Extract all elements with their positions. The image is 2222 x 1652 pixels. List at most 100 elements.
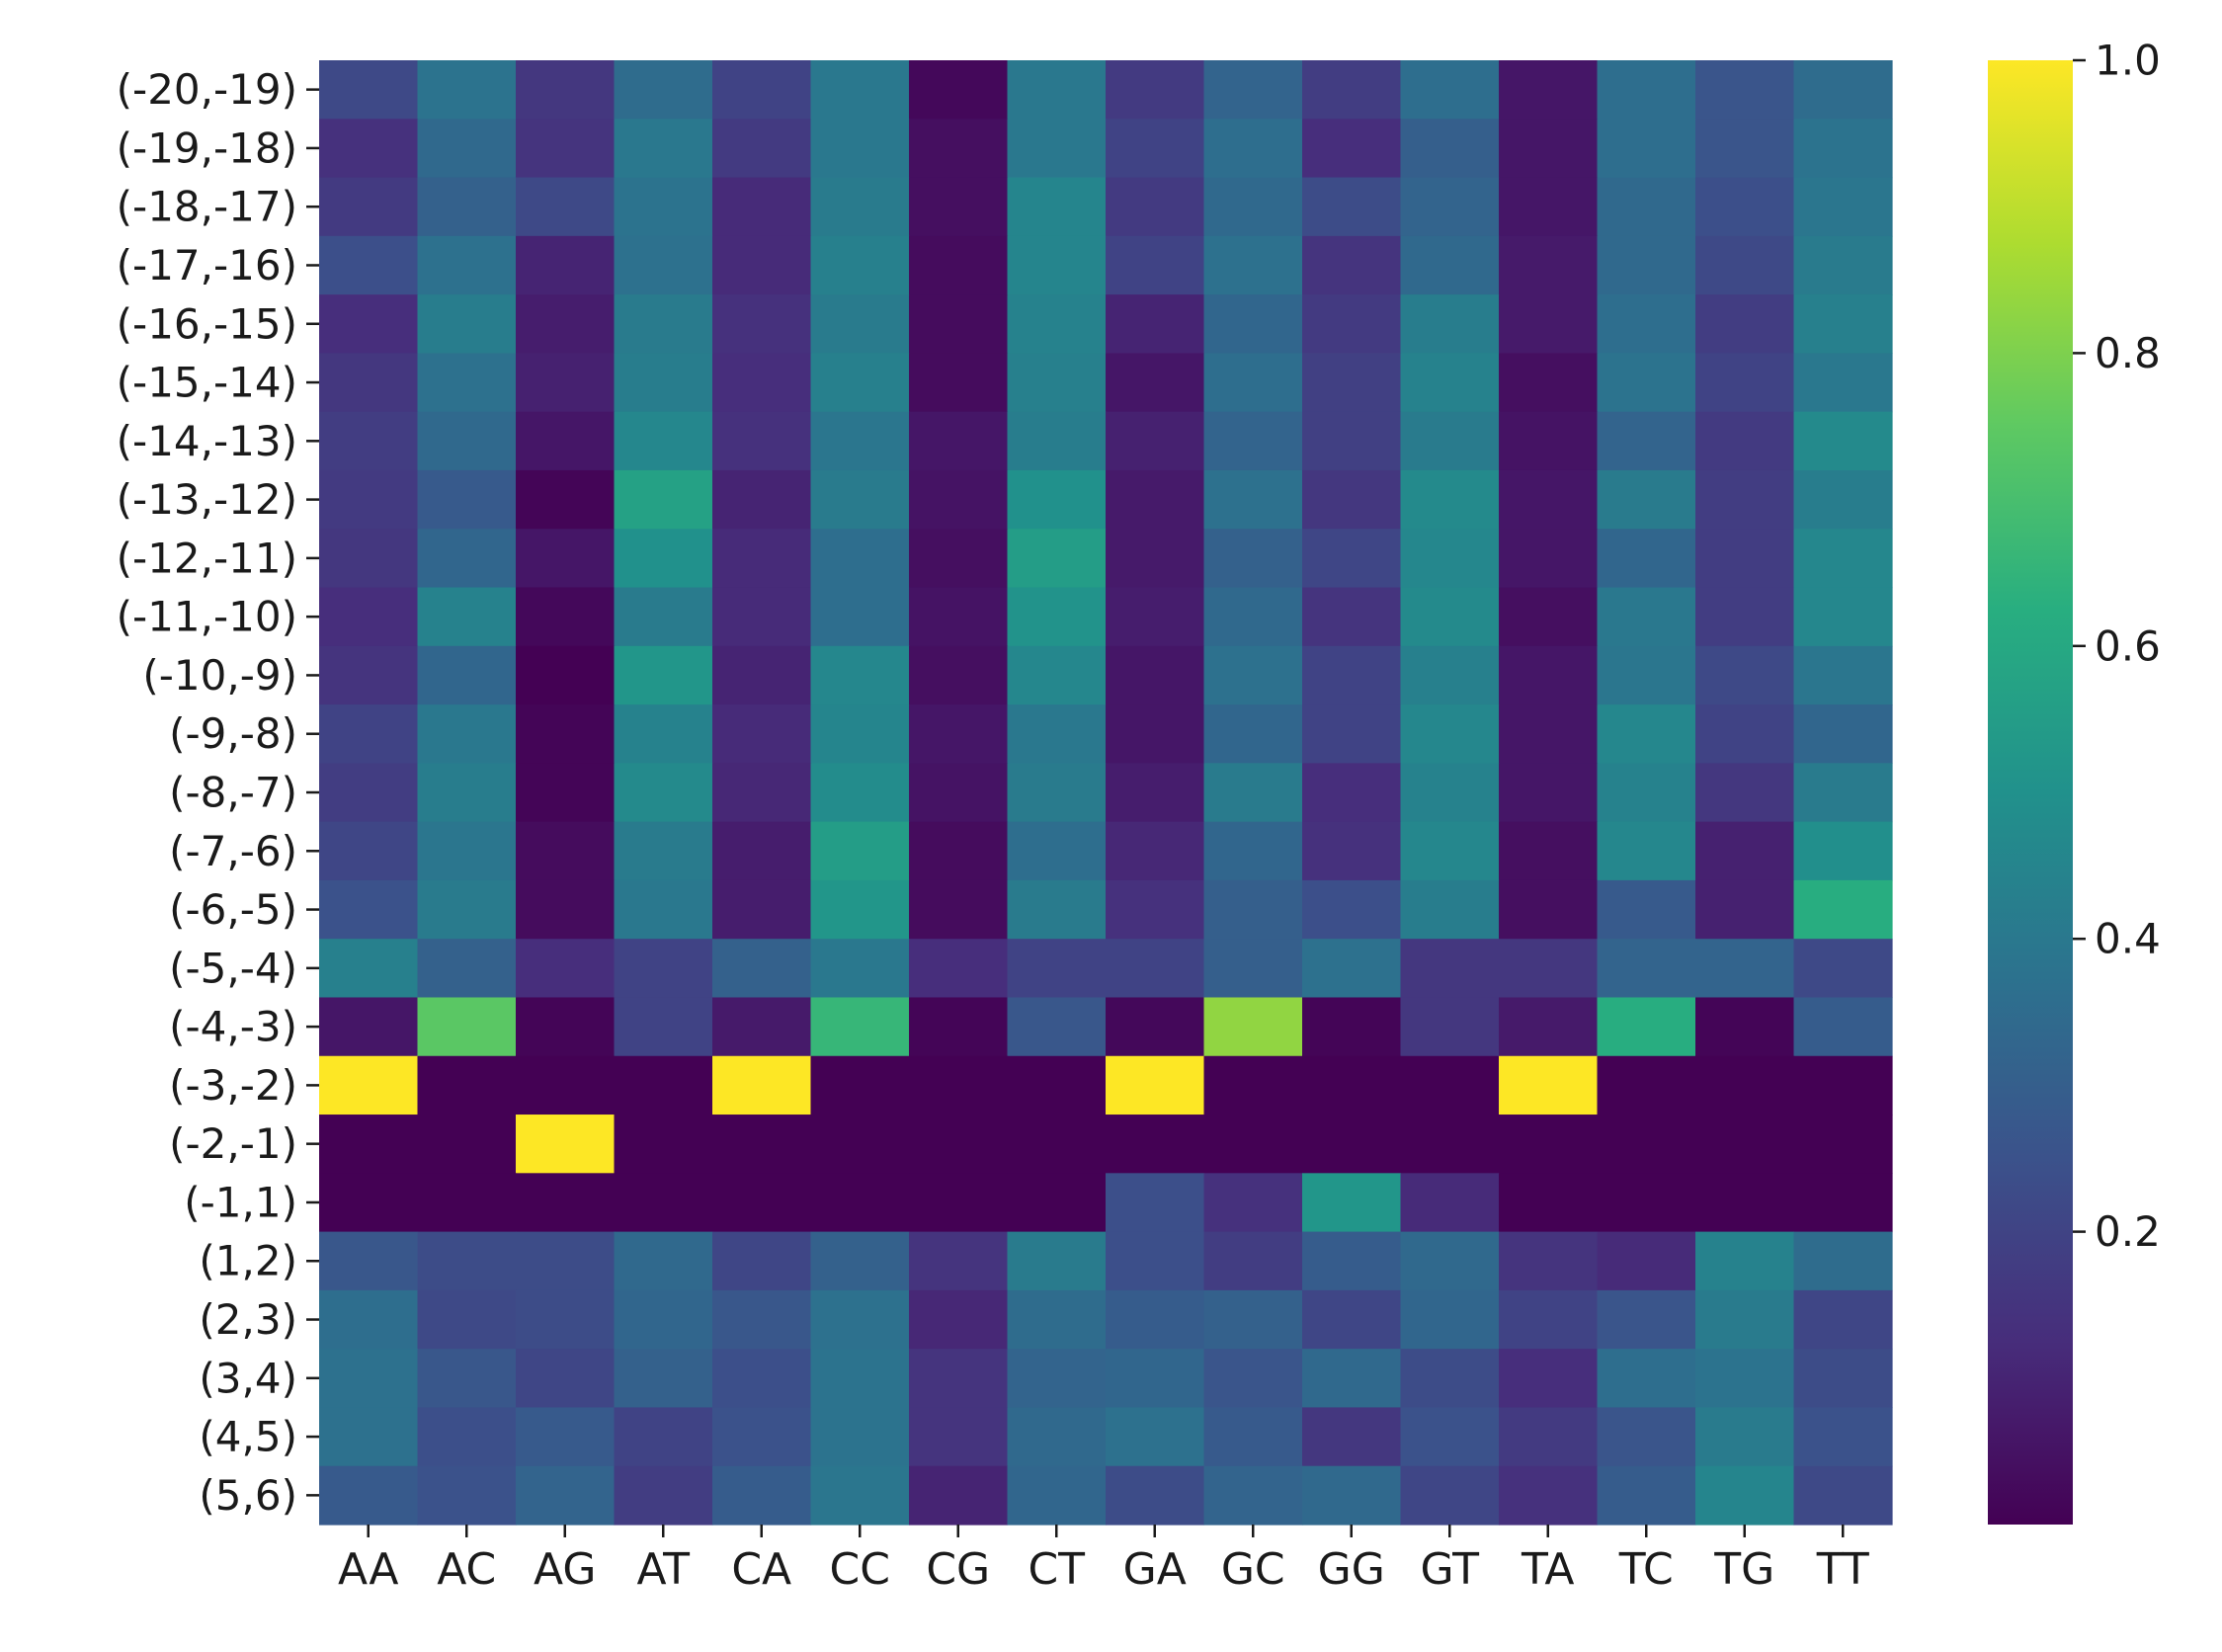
y-tick-label: (-14,-13) <box>117 417 297 465</box>
heatmap-cell <box>810 1115 910 1174</box>
heatmap-cell <box>712 411 812 471</box>
heatmap-cell <box>1597 1289 1696 1350</box>
heatmap-cell <box>712 763 812 823</box>
heatmap-cell <box>1203 939 1303 999</box>
heatmap-cell <box>417 235 517 295</box>
heatmap-cell <box>909 1115 1009 1174</box>
heatmap-cell <box>1007 235 1107 295</box>
heatmap-cell <box>1302 1289 1402 1350</box>
heatmap-cell <box>319 235 419 295</box>
heatmap-cell <box>1007 119 1107 179</box>
heatmap-cell <box>909 1465 1009 1526</box>
x-tick-label: TC <box>1618 1544 1674 1595</box>
heatmap-cell <box>319 587 419 647</box>
heatmap-cell <box>1007 294 1107 354</box>
heatmap-cell <box>810 879 910 940</box>
heatmap-cell <box>1499 177 1599 237</box>
heatmap-cell <box>516 353 616 413</box>
heatmap-cell <box>1793 939 1893 999</box>
heatmap-cell <box>810 1349 910 1409</box>
heatmap-cell <box>516 939 616 999</box>
y-tick-label: (-10,-9) <box>142 651 297 700</box>
heatmap-cell <box>319 1349 419 1409</box>
heatmap-cell <box>1007 939 1107 999</box>
heatmap-cell <box>712 294 812 354</box>
heatmap-cell <box>712 1465 812 1526</box>
x-tick-label: GA <box>1123 1544 1187 1595</box>
x-tick-label: CC <box>830 1544 890 1595</box>
heatmap-cell <box>1695 879 1795 940</box>
heatmap-cell <box>1597 1173 1696 1233</box>
heatmap-cell <box>1793 645 1893 705</box>
heatmap-cell <box>614 763 713 823</box>
heatmap-cell <box>1400 1465 1500 1526</box>
heatmap-cell <box>1695 1115 1795 1174</box>
heatmap-cell <box>1302 469 1402 530</box>
heatmap-cell <box>417 587 517 647</box>
heatmap-cell <box>1106 587 1205 647</box>
heatmap-cell <box>1597 821 1696 881</box>
heatmap-cell <box>1793 60 1893 120</box>
heatmap-cell <box>1106 1289 1205 1350</box>
heatmap-cell <box>1793 1055 1893 1115</box>
heatmap-cell <box>1793 177 1893 237</box>
y-tick-label: (5,6) <box>199 1471 297 1520</box>
y-tick-label: (-6,-5) <box>169 885 297 934</box>
heatmap-cell <box>1400 763 1500 823</box>
heatmap-cell <box>1400 1289 1500 1350</box>
heatmap-cell <box>810 1289 910 1350</box>
heatmap-cell <box>1007 1465 1107 1526</box>
heatmap-cell <box>1597 704 1696 764</box>
heatmap-cell <box>909 294 1009 354</box>
heatmap-cell <box>1597 1231 1696 1291</box>
x-tick-label: CA <box>731 1544 791 1595</box>
heatmap-cell <box>1793 587 1893 647</box>
heatmap-cell <box>1695 997 1795 1057</box>
heatmap-cell <box>810 997 910 1057</box>
heatmap-cell <box>516 1173 616 1233</box>
y-tick-label: (-2,-1) <box>169 1119 297 1168</box>
heatmap-cell <box>1302 1465 1402 1526</box>
y-tick-label: (-19,-18) <box>117 124 297 172</box>
heatmap-cell <box>417 1231 517 1291</box>
heatmap-cell <box>417 177 517 237</box>
heatmap-cell <box>319 1173 419 1233</box>
heatmap-cell <box>909 177 1009 237</box>
heatmap-cell <box>1695 1055 1795 1115</box>
heatmap-cell <box>1499 704 1599 764</box>
heatmap-cell <box>1793 294 1893 354</box>
heatmap-cell <box>1007 353 1107 413</box>
heatmap-cell <box>1106 821 1205 881</box>
heatmap-cell <box>1400 469 1500 530</box>
heatmap-cell <box>319 1289 419 1350</box>
heatmap-cell <box>1400 645 1500 705</box>
heatmap-cell <box>1400 587 1500 647</box>
heatmap-cell <box>712 939 812 999</box>
heatmap-cell <box>417 469 517 530</box>
heatmap-cell <box>1007 763 1107 823</box>
heatmap-cell <box>1007 529 1107 589</box>
heatmap-cell <box>1007 1407 1107 1467</box>
heatmap-cell <box>1695 704 1795 764</box>
heatmap-cell <box>1400 353 1500 413</box>
y-tick-label: (-3,-2) <box>169 1061 297 1110</box>
heatmap-cell <box>1695 645 1795 705</box>
y-tick-label: (-20,-19) <box>117 65 297 114</box>
heatmap-cell <box>1499 1407 1599 1467</box>
heatmap-cell <box>1203 235 1303 295</box>
heatmap-cell <box>417 821 517 881</box>
heatmap-cell <box>614 1407 713 1467</box>
heatmap-cell <box>909 939 1009 999</box>
heatmap-cell <box>1302 177 1402 237</box>
heatmap-cell <box>516 177 616 237</box>
heatmap-cell <box>417 529 517 589</box>
heatmap-cell <box>712 529 812 589</box>
heatmap-cell <box>1695 821 1795 881</box>
heatmap-cell <box>1007 469 1107 530</box>
heatmap-cell <box>712 1289 812 1350</box>
heatmap-cell <box>1793 1465 1893 1526</box>
heatmap-cell <box>319 1407 419 1467</box>
heatmap-cell <box>909 1055 1009 1115</box>
heatmap-cell <box>1302 1349 1402 1409</box>
y-tick-label: (-18,-17) <box>117 183 297 231</box>
